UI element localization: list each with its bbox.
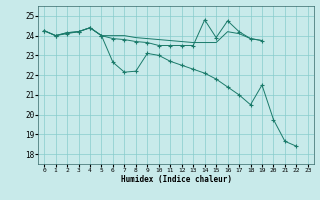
X-axis label: Humidex (Indice chaleur): Humidex (Indice chaleur): [121, 175, 231, 184]
